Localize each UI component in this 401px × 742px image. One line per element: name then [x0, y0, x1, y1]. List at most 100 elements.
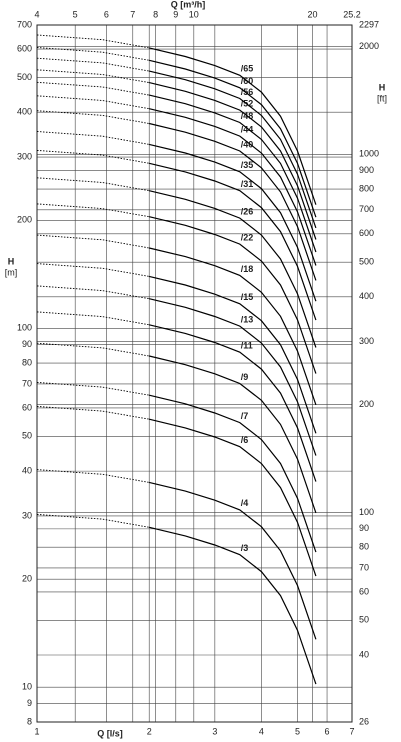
- y-tick-label: 700: [17, 19, 32, 29]
- y2-tick-label: 300: [359, 336, 374, 346]
- y-tick-label: 60: [22, 402, 32, 412]
- curve-label: /3: [241, 543, 249, 553]
- curve-label: /7: [241, 411, 249, 421]
- curve-dotted: [36, 263, 150, 277]
- curve-dotted: [36, 47, 150, 61]
- curve: [149, 108, 317, 266]
- curve: [149, 122, 317, 281]
- curve-dotted: [36, 311, 150, 326]
- y2-tick-label: 900: [359, 165, 374, 175]
- curve: [149, 275, 317, 434]
- y-axis-title: H: [8, 256, 15, 266]
- curve: [149, 94, 317, 253]
- y2-tick-label: 80: [359, 542, 369, 552]
- curve: [149, 216, 317, 374]
- curve-label: /35: [241, 160, 254, 170]
- x2-tick-label: 10: [189, 9, 199, 19]
- y2-tick-label: 400: [359, 291, 374, 301]
- y2-tick-label: 1000: [359, 149, 379, 159]
- y-tick-label: 70: [22, 378, 32, 388]
- y-axis-unit: [m]: [5, 267, 18, 277]
- curve-label: /65: [241, 64, 254, 74]
- curve: [149, 190, 317, 348]
- curve-dotted: [36, 110, 150, 124]
- curve-dotted: [36, 285, 150, 300]
- curve-label: /56: [241, 87, 254, 97]
- x2-tick-label: 7: [130, 9, 135, 19]
- y-tick-label: 30: [22, 510, 32, 520]
- curve-dotted: [36, 381, 150, 396]
- x-tick-label: 4: [259, 726, 264, 736]
- curve-dotted: [36, 203, 150, 218]
- y-tick-label: 20: [22, 574, 32, 584]
- curve-label: /6: [241, 435, 249, 445]
- x-tick-label: 3: [212, 726, 217, 736]
- x2-tick-label: 20: [307, 9, 317, 19]
- y2-tick-label: 2000: [359, 41, 379, 51]
- curve: [149, 47, 317, 205]
- curve: [149, 418, 317, 577]
- y-tick-label: 9: [27, 698, 32, 708]
- y-tick-label: 600: [17, 43, 32, 53]
- x-tick-label: 7: [349, 726, 354, 736]
- x2-tick-label: 4: [34, 9, 39, 19]
- x-axis-title: Q [l/s]: [97, 728, 123, 738]
- y2-tick-label: 70: [359, 562, 369, 572]
- curve-label: /44: [241, 124, 254, 134]
- curve-label: /26: [241, 206, 254, 216]
- curve-dotted: [36, 149, 150, 164]
- curve: [149, 298, 317, 456]
- curve-label: /13: [241, 315, 254, 325]
- x2-tick-label: 5: [73, 9, 78, 19]
- curve: [149, 481, 317, 640]
- y2-tick-label: 700: [359, 204, 374, 214]
- x2-tick-label: 8: [153, 9, 158, 19]
- y2-tick-label: 200: [359, 399, 374, 409]
- curve: [149, 59, 317, 218]
- curve: [149, 70, 317, 229]
- x2-tick-label: 6: [104, 9, 109, 19]
- curve-dotted: [36, 513, 150, 528]
- curve-dotted: [36, 469, 150, 483]
- y2-axis-unit: [ft]: [377, 93, 387, 103]
- curve-label: /22: [241, 233, 254, 243]
- curve-label: /18: [241, 264, 254, 274]
- curve: [149, 143, 317, 302]
- curve-dotted: [36, 405, 150, 420]
- x2-tick-label: 9: [173, 9, 178, 19]
- x-tick-label: 1: [34, 726, 39, 736]
- curve-label: /4: [241, 498, 249, 508]
- y2-tick-label: 800: [359, 183, 374, 193]
- y2-axis-title: H: [379, 82, 386, 92]
- y2-tick-label: 100: [359, 507, 374, 517]
- curve: [149, 526, 317, 685]
- y2-tick-label: 600: [359, 228, 374, 238]
- curve: [149, 394, 317, 553]
- curve-dotted: [36, 34, 150, 49]
- y-tick-label: 50: [22, 431, 32, 441]
- y2-tick-label: 60: [359, 586, 369, 596]
- y2-tick-label: 90: [359, 523, 369, 533]
- curve-dotted: [36, 69, 150, 84]
- curve-dotted: [36, 177, 150, 192]
- curve: [149, 82, 317, 240]
- y-tick-label: 300: [17, 151, 32, 161]
- curve-dotted: [36, 234, 150, 249]
- curve-dotted: [36, 57, 150, 72]
- curve-label: /11: [241, 341, 253, 351]
- x-tick-label: 2: [147, 726, 152, 736]
- curve-dotted: [36, 342, 150, 357]
- y-tick-label: 90: [22, 339, 32, 349]
- plot-frame: [36, 24, 353, 723]
- x2-tick-label: 25.2: [343, 9, 361, 19]
- curve: [149, 162, 317, 321]
- curve: [149, 324, 317, 482]
- curve-dotted: [36, 95, 150, 110]
- curve-dotted: [36, 131, 150, 145]
- y-tick-label: 500: [17, 72, 32, 82]
- y-tick-label: 400: [17, 107, 32, 117]
- y-tick-label: 40: [22, 466, 32, 476]
- curve-label: /9: [241, 372, 249, 382]
- y-tick-label: 10: [22, 682, 32, 692]
